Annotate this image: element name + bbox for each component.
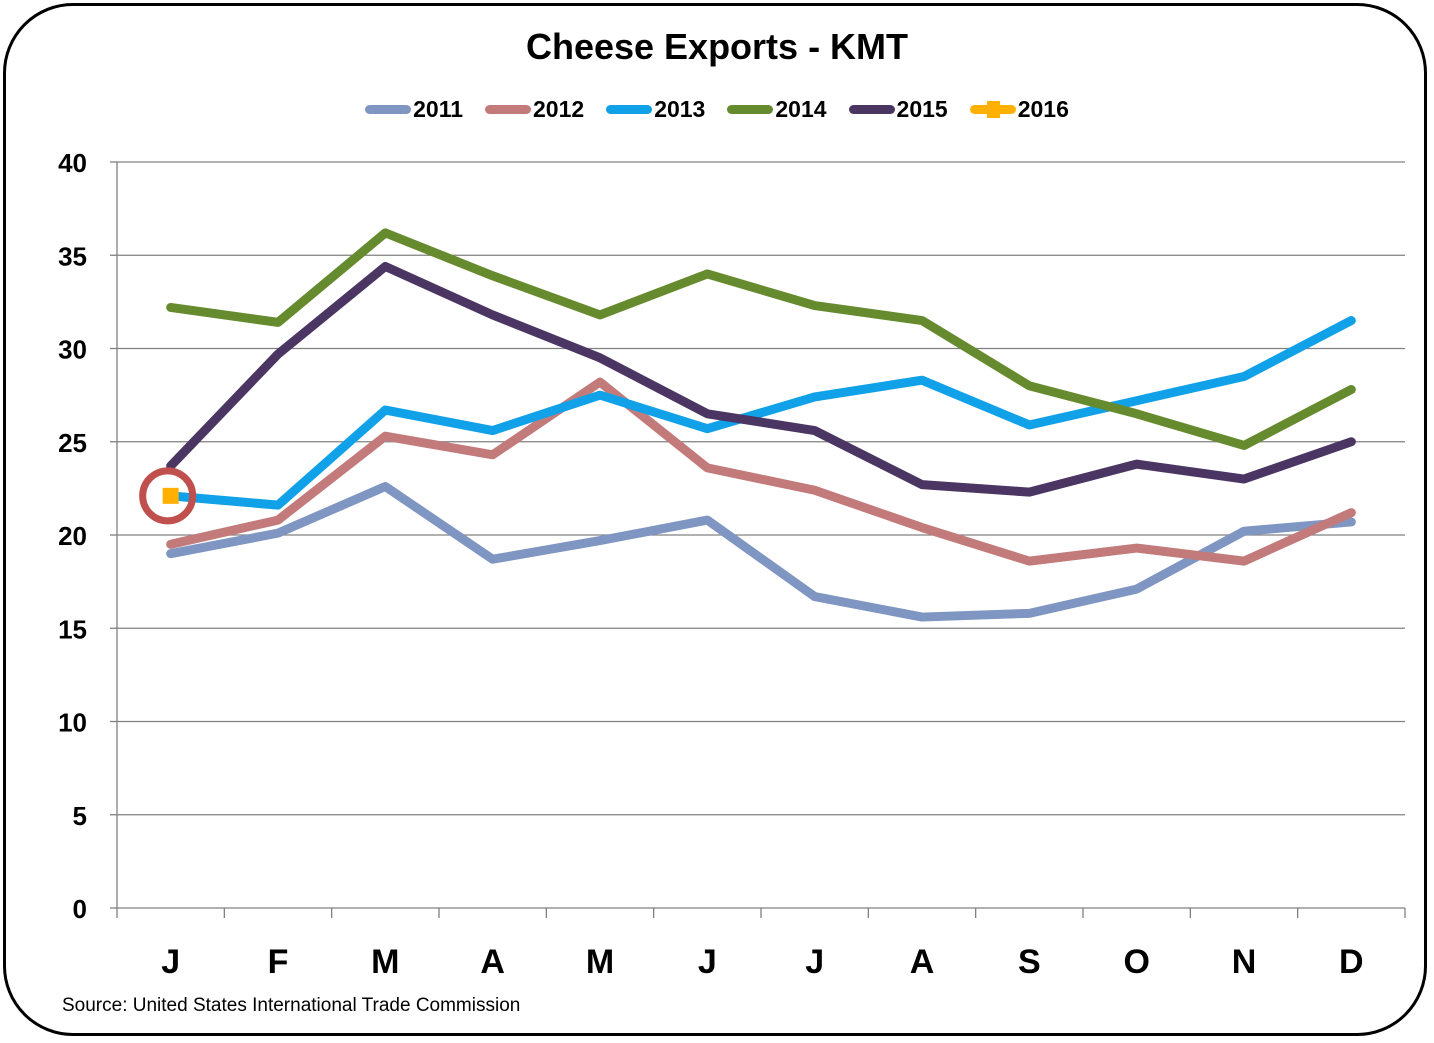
square-marker-icon — [986, 101, 1000, 118]
legend-item-2011: 2011 — [365, 96, 463, 123]
y-tick-label: 5 — [73, 801, 87, 831]
series-line-2013 — [166, 316, 1356, 510]
series-line-2012 — [166, 377, 1356, 566]
x-tick-label: S — [1018, 943, 1041, 981]
y-tick-label: 30 — [58, 335, 87, 365]
legend-item-2012: 2012 — [485, 96, 584, 123]
y-tick-label: 35 — [58, 241, 87, 271]
source-note: Source: United States International Trad… — [62, 995, 521, 1016]
legend-label: 2015 — [896, 96, 948, 122]
legend-item-2015: 2015 — [848, 96, 948, 123]
legend-label: 2014 — [775, 96, 827, 122]
legend-swatch — [727, 105, 774, 114]
legend-label: 2011 — [413, 96, 464, 122]
x-tick-label: M — [371, 943, 399, 981]
legend-label: 2012 — [533, 96, 585, 122]
x-tick-label: O — [1123, 943, 1149, 981]
legend-item-2013: 2013 — [606, 96, 705, 123]
x-tick-label: D — [1339, 943, 1364, 981]
x-tick-label: M — [586, 943, 614, 981]
legend-item-2016: 2016 — [969, 96, 1069, 123]
legend-label: 2013 — [654, 96, 706, 122]
series-line-2015 — [166, 261, 1356, 497]
x-tick-label: F — [268, 943, 289, 981]
legend-label: 2016 — [1017, 96, 1069, 122]
chart-frame — [3, 3, 1427, 1036]
legend: 2011 2012 2013 2014 2015 2016 — [0, 96, 1434, 123]
x-tick-label: N — [1232, 943, 1257, 981]
series-line-2014 — [166, 228, 1356, 450]
legend-swatch — [606, 105, 653, 114]
y-tick-label: 10 — [58, 708, 87, 738]
highlight-circle — [139, 467, 197, 525]
chart-title: Cheese Exports - KMT — [525, 26, 909, 67]
legend-swatch — [485, 105, 532, 114]
y-tick-label: 40 — [58, 148, 87, 178]
x-tick-label: J — [698, 943, 717, 981]
legend-swatch — [848, 105, 895, 114]
series-line-2011 — [166, 482, 1356, 622]
y-tick-label: 15 — [58, 614, 87, 644]
x-tick-label: J — [161, 943, 180, 981]
legend-swatch — [969, 101, 1016, 118]
data-point-2016 — [162, 487, 179, 504]
y-tick-label: 0 — [73, 894, 87, 924]
y-tick-label: 25 — [58, 428, 87, 458]
x-tick-label: J — [805, 943, 824, 981]
legend-swatch — [365, 105, 412, 114]
x-tick-label: A — [910, 943, 935, 981]
legend-item-2014: 2014 — [727, 96, 827, 123]
x-tick-label: A — [480, 943, 505, 981]
y-tick-label: 20 — [58, 521, 87, 551]
